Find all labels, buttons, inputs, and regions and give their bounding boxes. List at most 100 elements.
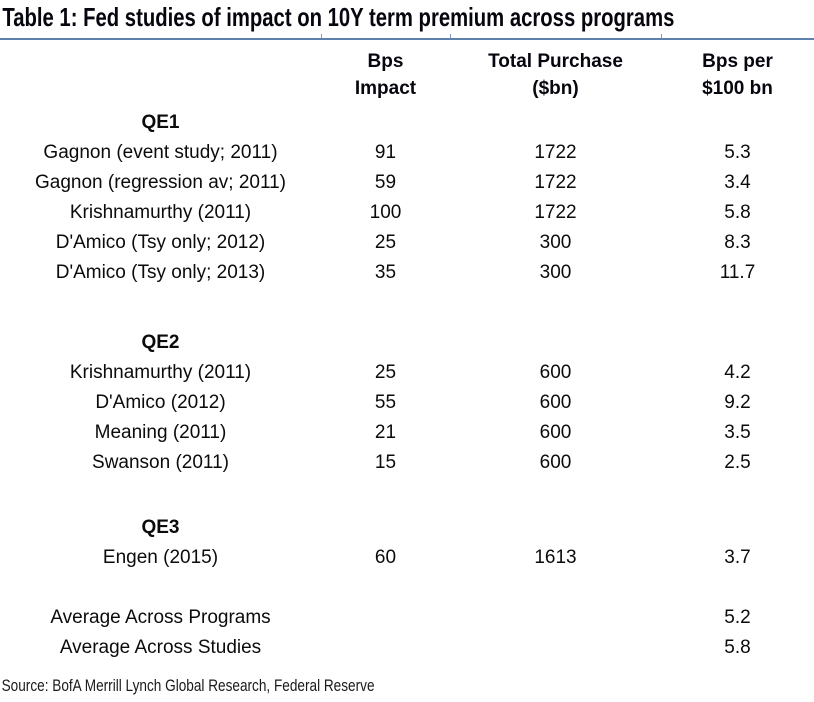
summary-label-cell: Average Across Programs — [50, 607, 271, 628]
column-boundary-tick — [450, 34, 451, 38]
bps-impact-cell: 55 — [374, 392, 397, 413]
bps-impact-cell: 25 — [374, 232, 397, 253]
bps-per-100bn-cell: 5.8 — [724, 637, 751, 658]
column-boundary-tick — [321, 34, 322, 38]
empty-cell — [321, 633, 450, 663]
study-name-cell: D'Amico (Tsy only; 2013) — [55, 262, 266, 283]
table-section-qe2: QE2 Krishnamurthy (2011) 25 600 4.2 D'Amico (… — [0, 328, 814, 478]
bps-impact-cell: 35 — [374, 262, 397, 283]
bps-impact-cell: 59 — [374, 172, 397, 193]
table-section-qe1: QE1 Gagnon (event study; 2011) 91 1722 5.3 Ga… — [0, 108, 814, 288]
total-purchase-cell: 1613 — [534, 547, 577, 568]
empty-cell — [321, 513, 450, 543]
bps-per-100bn-cell: 11.7 — [719, 262, 756, 283]
section-label: QE3 — [141, 517, 180, 538]
column-header-line: Impact — [354, 78, 417, 99]
table-body: QE1 Gagnon (event study; 2011) 91 1722 5.3 Ga… — [0, 108, 814, 573]
table-row: Krishnamurthy (2011) 100 1722 5.8 — [0, 198, 814, 228]
empty-cell — [321, 603, 450, 633]
bps-per-100bn-cell: 2.5 — [724, 452, 751, 473]
table-row: Gagnon (regression av; 2011) 59 1722 3.4 — [0, 168, 814, 198]
study-name-cell: Meaning (2011) — [94, 422, 227, 443]
bps-impact-cell: 91 — [374, 142, 397, 163]
column-header-total-purchase: Total Purchase ($bn) — [450, 48, 661, 102]
section-label-row: QE2 — [0, 328, 814, 358]
total-purchase-cell: 300 — [539, 232, 572, 253]
empty-cell — [661, 513, 814, 543]
column-header-bps-per-100bn: Bps per $100 bn — [661, 48, 814, 102]
table-section-qe3: QE3 Engen (2015) 60 1613 3.7 — [0, 513, 814, 573]
bps-per-100bn-cell: 3.7 — [724, 547, 751, 568]
empty-cell — [450, 603, 661, 633]
empty-cell — [321, 108, 450, 138]
bps-per-100bn-cell: 5.8 — [724, 202, 751, 223]
bps-per-100bn-cell: 9.2 — [724, 392, 751, 413]
total-purchase-cell: 600 — [539, 392, 572, 413]
section-label-row: QE1 — [0, 108, 814, 138]
total-purchase-cell: 600 — [539, 422, 572, 443]
total-purchase-cell: 300 — [539, 262, 572, 283]
empty-cell — [661, 328, 814, 358]
bps-impact-cell: 21 — [374, 422, 397, 443]
total-purchase-cell: 1722 — [534, 172, 577, 193]
summary-rows: Average Across Programs 5.2 Average Across… — [0, 603, 814, 663]
empty-cell — [661, 108, 814, 138]
total-purchase-cell: 600 — [539, 362, 572, 383]
column-header-bps-impact: Bps Impact — [321, 48, 450, 102]
bps-per-100bn-cell: 5.3 — [724, 142, 751, 163]
table-row: Engen (2015) 60 1613 3.7 — [0, 543, 814, 573]
table-title: Table 1: Fed studies of impact on 10Y te… — [2, 2, 675, 32]
column-header-line: ($bn) — [532, 78, 579, 99]
bps-per-100bn-cell: 3.5 — [724, 422, 751, 443]
table-row: Gagnon (event study; 2011) 91 1722 5.3 — [0, 138, 814, 168]
column-header-row: Bps Impact Total Purchase ($bn) Bps per … — [0, 40, 814, 102]
empty-cell — [450, 633, 661, 663]
source-block: Source: BofA Merrill Lynch Global Resear… — [0, 675, 814, 697]
column-boundary-tick — [661, 34, 662, 38]
bps-impact-cell: 100 — [369, 202, 402, 223]
total-purchase-cell: 600 — [539, 452, 572, 473]
section-label-row: QE3 — [0, 513, 814, 543]
summary-row: Average Across Studies 5.8 — [0, 633, 814, 663]
bps-per-100bn-cell: 4.2 — [724, 362, 751, 383]
bps-per-100bn-cell: 8.3 — [724, 232, 751, 253]
study-name-cell: Gagnon (event study; 2011) — [43, 142, 278, 163]
bps-per-100bn-cell: 3.4 — [724, 172, 751, 193]
bps-impact-cell: 15 — [374, 452, 397, 473]
header-rule — [0, 34, 814, 40]
table-row: D'Amico (Tsy only; 2012) 25 300 8.3 — [0, 228, 814, 258]
study-name-cell: Gagnon (regression av; 2011) — [34, 172, 287, 193]
summary-row: Average Across Programs 5.2 — [0, 603, 814, 633]
empty-cell — [450, 328, 661, 358]
table-row: Meaning (2011) 21 600 3.5 — [0, 418, 814, 448]
section-label: QE2 — [141, 332, 180, 353]
section-label: QE1 — [141, 112, 180, 133]
empty-cell — [450, 108, 661, 138]
table-row: Krishnamurthy (2011) 25 600 4.2 — [0, 358, 814, 388]
empty-cell — [321, 328, 450, 358]
bps-impact-cell: 25 — [374, 362, 397, 383]
table-row: D'Amico (2012) 55 600 9.2 — [0, 388, 814, 418]
study-name-cell: D'Amico (Tsy only; 2012) — [55, 232, 266, 253]
column-header-line: Total Purchase — [488, 51, 623, 72]
total-purchase-cell: 1722 — [534, 142, 577, 163]
table-row: Swanson (2011) 15 600 2.5 — [0, 448, 814, 478]
study-name-cell: Swanson (2011) — [92, 452, 229, 473]
summary-label-cell: Average Across Studies — [59, 637, 262, 658]
table-row: D'Amico (Tsy only; 2013) 35 300 11.7 — [0, 258, 814, 288]
column-header-line: $100 bn — [702, 78, 773, 99]
bps-per-100bn-cell: 5.2 — [724, 607, 751, 628]
study-name-cell: Krishnamurthy (2011) — [69, 202, 252, 223]
study-name-cell: Engen (2015) — [102, 547, 219, 568]
source-note: Source: BofA Merrill Lynch Global Resear… — [1, 676, 375, 695]
total-purchase-cell: 1722 — [534, 202, 577, 223]
study-name-cell: D'Amico (2012) — [95, 392, 226, 413]
empty-cell — [450, 513, 661, 543]
bps-impact-cell: 60 — [374, 547, 397, 568]
table-title-block: Table 1: Fed studies of impact on 10Y te… — [0, 0, 814, 38]
column-header-line: Bps per — [702, 51, 773, 72]
column-header-line: Bps — [367, 51, 404, 72]
column-header-study — [0, 48, 321, 102]
study-name-cell: Krishnamurthy (2011) — [69, 362, 252, 383]
